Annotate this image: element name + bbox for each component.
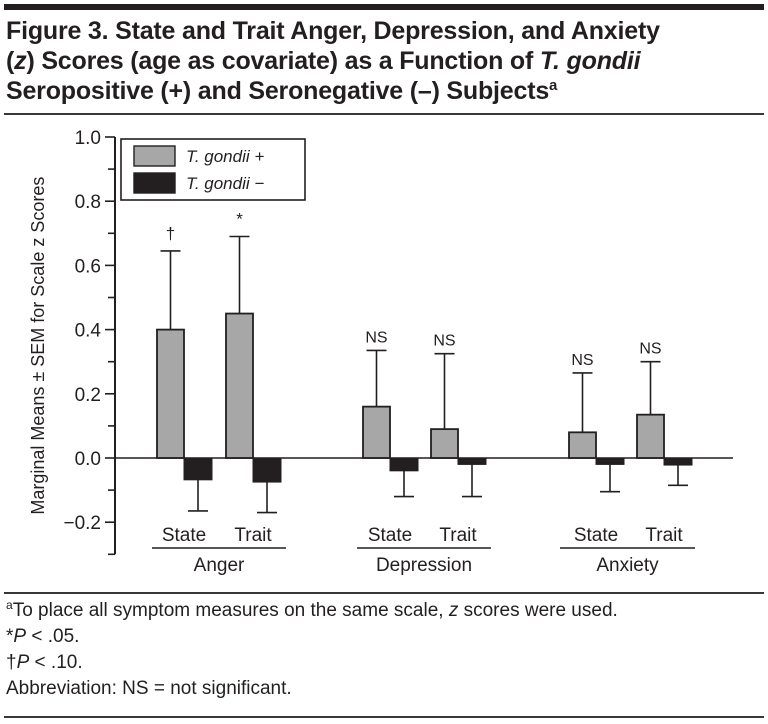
title-text-1: Figure 3. State and Trait Anger, Depress…	[6, 17, 660, 45]
bar-negative	[252, 457, 282, 483]
bar-negative	[663, 457, 693, 466]
bars: † * NS NS NS NS	[156, 210, 693, 514]
bar-positive	[636, 413, 665, 459]
sub-category-label: Trait	[234, 525, 272, 546]
title-z: z	[14, 47, 27, 75]
significance-label: NS	[639, 341, 661, 358]
significance-label: NS	[433, 333, 455, 350]
significance-label: *	[236, 210, 243, 229]
y-tick-label: 0.8	[75, 192, 101, 213]
sub-category-label: State	[574, 525, 618, 546]
category-labels: State Trait Anger State Trait Depression State…	[152, 525, 695, 576]
title-line-1: Figure 3. State and Trait Anger, Depress…	[6, 16, 762, 46]
legend-swatch	[133, 145, 176, 167]
group-label: Anger	[194, 555, 245, 576]
footnote-rule-top	[4, 592, 764, 594]
bar-negative	[457, 457, 487, 465]
title-line-2: (z) Scores (age as covariate) as a Funct…	[6, 46, 762, 76]
bar-negative	[389, 457, 419, 472]
title-footnote-mark: a	[549, 77, 558, 94]
title-text-2: ) Scores (age as covariate) as a Functio…	[26, 47, 540, 75]
y-axis: −0.2 0.0 0.2 0.4 0.6 0.8 1.0 Marginal Means ± S…	[28, 128, 733, 556]
footnote-a-text-2: scores were used.	[458, 600, 618, 621]
top-rule	[4, 4, 764, 10]
title-paren: (	[6, 47, 15, 75]
legend-label: T. gondii +	[186, 147, 264, 166]
bar-negative	[183, 457, 213, 481]
footnote-star-mark: *	[6, 626, 14, 647]
bottom-rule	[4, 716, 764, 718]
footnote-a: aTo place all symptom measures on the sa…	[6, 598, 762, 624]
y-tick-label: 0.0	[75, 449, 101, 470]
footnote-a-z: z	[448, 600, 459, 621]
footnote-abbrev-text: Abbreviation: NS = not significant.	[6, 678, 292, 699]
y-axis-label: Marginal Means ± SEM for Scale z Scores	[28, 177, 48, 515]
y-tick-label: −0.2	[63, 513, 101, 534]
y-tick-label: 0.4	[75, 321, 102, 342]
footnote-star: *P < .05.	[6, 624, 762, 650]
bar-chart: −0.2 0.0 0.2 0.4 0.6 0.8 1.0 Marginal Means ± S…	[28, 128, 733, 576]
group-label: Depression	[376, 555, 472, 576]
bar-negative	[595, 457, 625, 465]
sub-category-label: Trait	[439, 525, 477, 546]
footnote-star-p: P	[13, 626, 27, 647]
footnote-dagger-mark: †	[6, 652, 17, 673]
footnote-dagger: †P < .10.	[6, 650, 762, 676]
bar-positive	[568, 431, 597, 459]
legend: T. gondii + T. gondii −	[120, 138, 306, 201]
footnote-a-text: To place all symptom measures on the sam…	[12, 600, 449, 621]
y-tick-label: 0.6	[75, 256, 101, 277]
bar-positive	[362, 405, 391, 459]
footnotes: aTo place all symptom measures on the sa…	[6, 598, 762, 702]
footnote-dagger-p: P	[16, 652, 30, 673]
sub-category-label: State	[368, 525, 412, 546]
title-species: T. gondii	[539, 47, 641, 75]
y-tick-label: 0.2	[75, 385, 101, 406]
sub-category-label: Trait	[645, 525, 683, 546]
sub-category-label: State	[162, 525, 206, 546]
bar-positive	[430, 428, 459, 459]
significance-label: NS	[571, 352, 593, 369]
title-rule	[4, 113, 764, 115]
legend-label: T. gondii −	[186, 174, 264, 193]
bar-positive	[156, 328, 185, 459]
figure-title: Figure 3. State and Trait Anger, Depress…	[6, 16, 762, 106]
footnote-a-mark: a	[6, 598, 13, 612]
significance-label: †	[166, 224, 175, 243]
significance-label: NS	[365, 329, 387, 346]
legend-swatch	[133, 172, 176, 194]
bar-positive	[225, 312, 254, 459]
title-text-3: Seropositive (+) and Seronegative (–) Su…	[6, 77, 550, 105]
y-tick-label: 1.0	[75, 128, 101, 149]
group-label: Anxiety	[596, 555, 659, 576]
footnote-star-text: < .05.	[26, 626, 80, 647]
footnote-dagger-text: < .10.	[29, 652, 83, 673]
title-line-3: Seropositive (+) and Seronegative (–) Su…	[6, 76, 762, 106]
footnote-abbreviation: Abbreviation: NS = not significant.	[6, 676, 762, 702]
